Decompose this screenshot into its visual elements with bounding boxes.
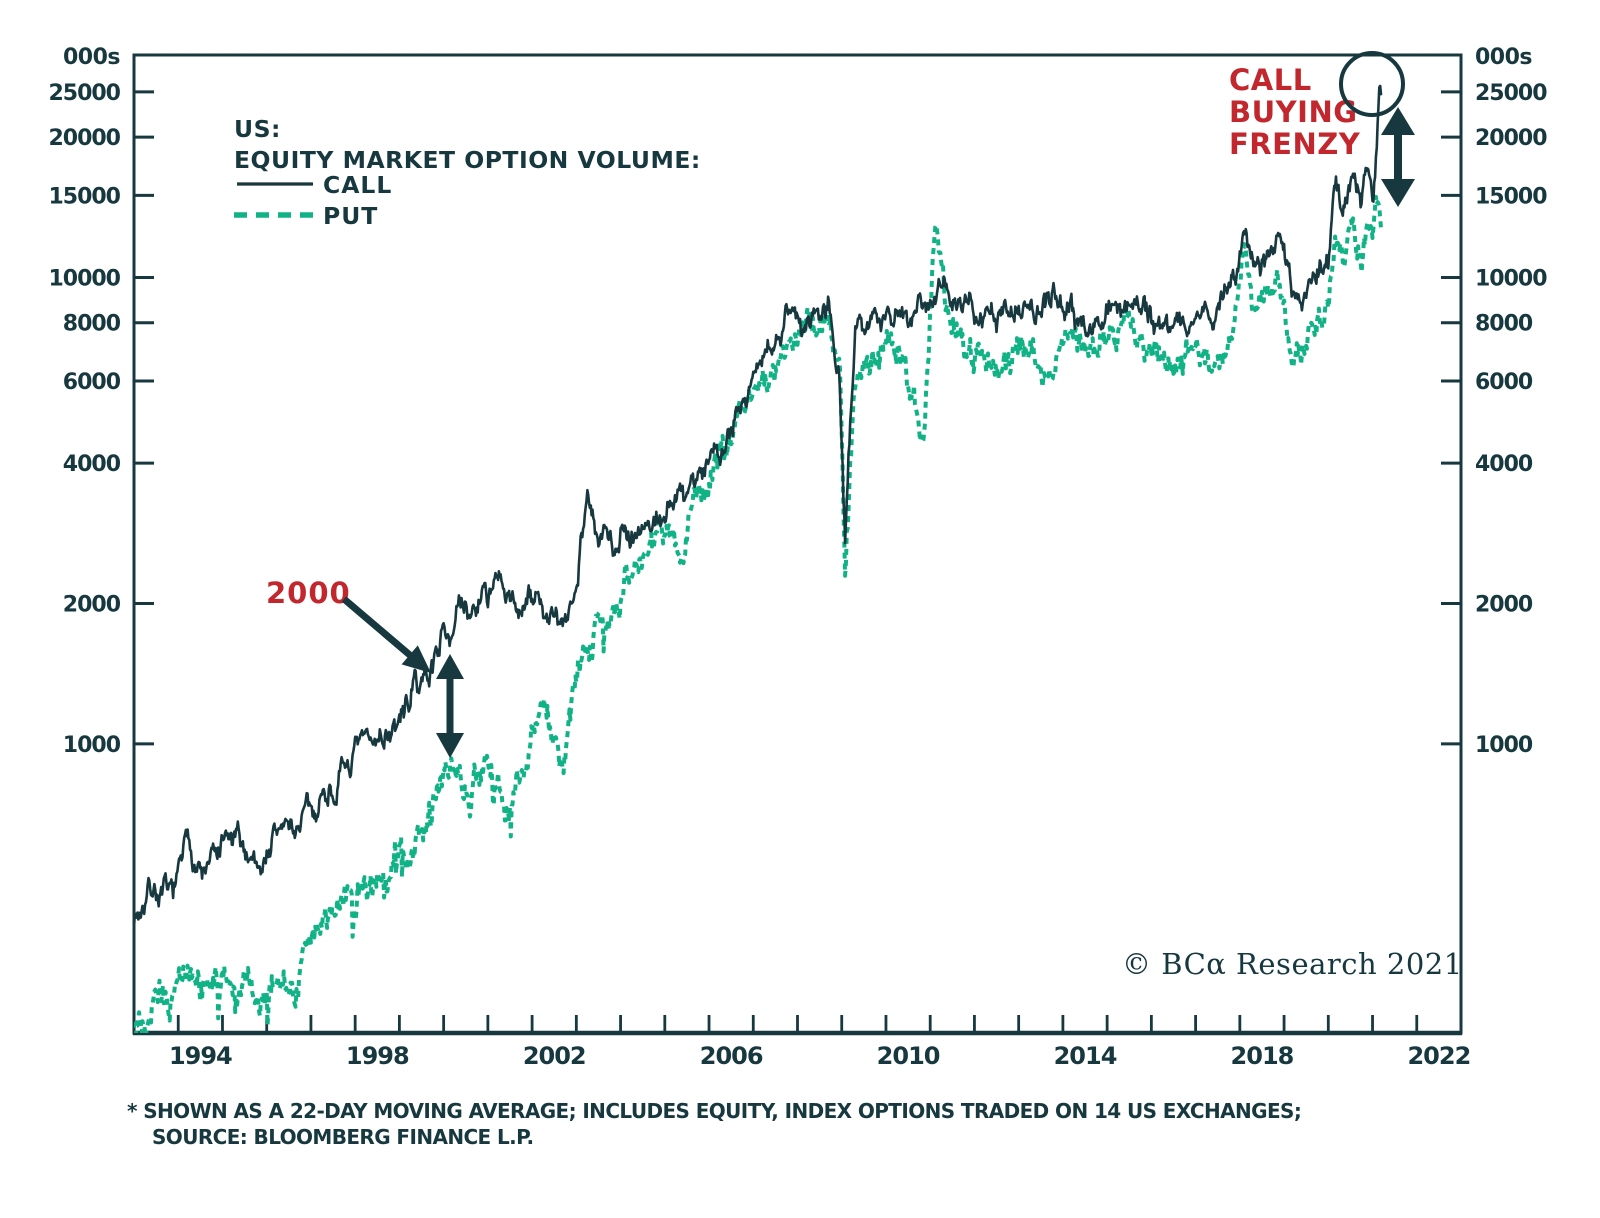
x-tick-label: 2002 (523, 1042, 586, 1070)
series-layer (134, 84, 1383, 1033)
y-tick-label-left: 1000 (63, 733, 121, 758)
copyright-text: © BCα Research 2021 (1122, 947, 1463, 981)
frenzy-line-2: BUYING (1229, 95, 1358, 129)
x-tick-label: 2010 (877, 1042, 940, 1070)
y-unit-label-right: 000s (1475, 45, 1532, 70)
axes: 000s 000s 25000 25000 20000 20000 15000 15000 10… (48, 45, 1548, 1070)
legend-region-label: US: (234, 115, 281, 143)
y-tick-label-left: 15000 (48, 184, 120, 209)
legend-call-label: CALL (323, 171, 392, 199)
x-tick-label: 2006 (700, 1042, 763, 1070)
y-tick-label-right: 6000 (1475, 370, 1533, 395)
chart-legend: US: EQUITY MARKET OPTION VOLUME: CALL PU… (234, 115, 701, 230)
legend-put-label: PUT (323, 202, 378, 230)
y-tick-label-right: 4000 (1475, 452, 1533, 477)
y-tick-label-right: 8000 (1475, 312, 1533, 337)
y-tick-label-right: 2000 (1475, 593, 1533, 618)
x-tick-label: 2018 (1231, 1042, 1294, 1070)
frenzy-line-1: CALL (1229, 63, 1312, 97)
frenzy-gap-arrow (1381, 107, 1415, 207)
y-tick-label-left: 6000 (63, 370, 121, 395)
put-series-line (134, 194, 1383, 1033)
call-series-line (134, 84, 1383, 929)
y-tick-label-left: 2000 (63, 593, 121, 618)
annotation-2000-label: 2000 (266, 576, 351, 610)
annotation-call-buying-frenzy: CALL BUYING FRENZY (1229, 51, 1415, 207)
x-tick-label: 1998 (346, 1042, 409, 1070)
y-unit-label-left: 000s (63, 45, 120, 70)
y-tick-label-right: 20000 (1475, 126, 1547, 151)
footnote-line-1: * SHOWN AS A 22-DAY MOVING AVERAGE; INCL… (127, 1099, 1301, 1123)
legend-title: EQUITY MARKET OPTION VOLUME: (234, 146, 701, 174)
y-tick-label-left: 10000 (48, 267, 120, 292)
y-tick-label-left: 20000 (48, 126, 120, 151)
x-tick-label: 2014 (1054, 1042, 1117, 1070)
annotation-2000-gap-arrow (436, 654, 464, 758)
annotation-2000-arrow-head (401, 645, 431, 673)
x-tick-label: 1994 (169, 1042, 232, 1070)
y-tick-label-left: 4000 (63, 452, 121, 477)
y-tick-label-right: 25000 (1475, 81, 1547, 106)
annotation-2000-arrow-shaft (341, 596, 414, 659)
frenzy-line-3: FRENZY (1229, 127, 1361, 161)
y-tick-label-right: 1000 (1475, 733, 1533, 758)
y-tick-label-right: 10000 (1475, 267, 1547, 292)
y-tick-label-right: 15000 (1475, 184, 1547, 209)
y-tick-label-left: 25000 (48, 81, 120, 106)
y-tick-label-left: 8000 (63, 312, 121, 337)
frenzy-peak-circle (1339, 51, 1405, 117)
footnotes: * SHOWN AS A 22-DAY MOVING AVERAGE; INCL… (127, 1099, 1302, 1149)
footnote-line-2: SOURCE: BLOOMBERG FINANCE L.P. (152, 1125, 534, 1149)
annotation-2000: 2000 (266, 576, 464, 758)
x-tick-label: 2022 (1407, 1042, 1470, 1070)
